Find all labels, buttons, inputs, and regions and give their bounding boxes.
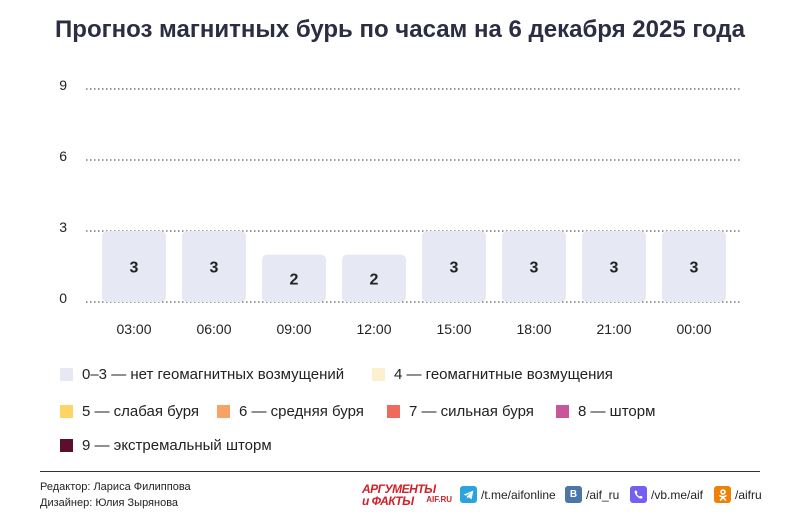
bar (262, 254, 326, 302)
bar-value-label: 3 (210, 260, 219, 277)
legend-label: 7 — сильная буря (409, 403, 534, 420)
vk-icon: В (565, 486, 582, 503)
editor-credit: Редактор: Лариса Филиппова (40, 481, 191, 493)
bar (582, 231, 646, 302)
legend-item-6: 6 — средняя буря (217, 403, 364, 420)
legend-swatch (556, 405, 569, 418)
bar-value-label: 3 (690, 260, 699, 277)
logo-text-second: и ФАКТЫ (362, 494, 414, 508)
bar (502, 231, 566, 302)
x-tick-label: 12:00 (356, 321, 391, 337)
aif-logo[interactable]: АРГУМЕНТЫ и ФАКТЫ AIF.RU (362, 483, 454, 507)
legend-label: 9 — экстремальный шторм (82, 437, 272, 454)
legend-swatch (387, 405, 400, 418)
bar-value-label: 3 (450, 260, 459, 277)
viber-label: /vb.me/aif (651, 487, 704, 502)
bar-chart: 0 3 6 9 3 03:00 3 06:00 2 09:00 2 12:00 3 15:00 3 18:00… (59, 77, 742, 337)
legend-label: 6 — средняя буря (239, 403, 364, 420)
chart-title: Прогноз магнитных бурь по часам на 6 дек… (55, 16, 745, 43)
legend-label: 0–3 — нет геомагнитных возмущений (82, 366, 345, 383)
legend-label: 5 — слабая буря (82, 403, 200, 420)
viber-icon (630, 486, 647, 503)
y-tick-label: 9 (59, 77, 67, 93)
legend-label: 4 — геомагнитные возмущения (394, 366, 613, 383)
vk-label: /aif_ru (586, 487, 620, 502)
y-tick-label: 6 (59, 148, 67, 164)
vk-link[interactable]: В /aif_ru (565, 486, 619, 503)
logo-text-main: АРГУМЕНТЫ (362, 482, 436, 496)
bar-value-label: 2 (370, 271, 379, 288)
legend-swatch (60, 439, 73, 452)
legend-label: 8 — шторм (578, 403, 656, 420)
designer-credit: Дизайнер: Юлия Зырянова (40, 497, 179, 509)
legend-item-9: 9 — экстремальный шторм (60, 437, 272, 454)
footer-links: АРГУМЕНТЫ и ФАКТЫ AIF.RU /t.me/aifonline… (362, 483, 762, 507)
bar (422, 231, 486, 302)
bar-value-label: 3 (530, 260, 539, 277)
bar-value-label: 2 (290, 271, 299, 288)
legend-item-5: 5 — слабая буря (60, 403, 199, 420)
telegram-link[interactable]: /t.me/aifonline (460, 486, 556, 503)
footer-divider (40, 471, 760, 472)
x-tick-label: 15:00 (436, 321, 471, 337)
telegram-icon (460, 486, 477, 503)
x-tick-label: 18:00 (516, 321, 551, 337)
x-tick-label: 00:00 (676, 321, 711, 337)
logo-text-sub: AIF.RU (426, 495, 452, 504)
bar-value-label: 3 (610, 260, 619, 277)
telegram-label: /t.me/aifonline (481, 487, 556, 502)
legend-item-0-3: 0–3 — нет геомагнитных возмущений (60, 366, 344, 383)
x-tick-label: 09:00 (276, 321, 311, 337)
ok-link[interactable]: /aifru (714, 486, 762, 503)
bar (662, 231, 726, 302)
legend-swatch (217, 405, 230, 418)
credits: Редактор: Лариса Филиппова Дизайнер: Юли… (40, 479, 191, 511)
legend-item-4: 4 — геомагнитные возмущения (372, 366, 613, 383)
x-tick-label: 03:00 (116, 321, 151, 337)
y-tick-label: 0 (59, 290, 67, 306)
y-tick-label: 3 (59, 219, 67, 235)
x-tick-label: 21:00 (596, 321, 631, 337)
ok-label: /aifru (735, 487, 762, 502)
x-tick-label: 06:00 (196, 321, 231, 337)
bar (182, 231, 246, 302)
legend-swatch (372, 368, 385, 381)
ok-icon (714, 486, 731, 503)
legend-item-7: 7 — сильная буря (387, 403, 534, 420)
legend-item-8: 8 — шторм (556, 403, 655, 420)
legend-swatch (60, 405, 73, 418)
legend-swatch (60, 368, 73, 381)
bar (342, 254, 406, 302)
bar (102, 231, 166, 302)
bar-value-label: 3 (130, 260, 139, 277)
viber-link[interactable]: /vb.me/aif (630, 486, 703, 503)
